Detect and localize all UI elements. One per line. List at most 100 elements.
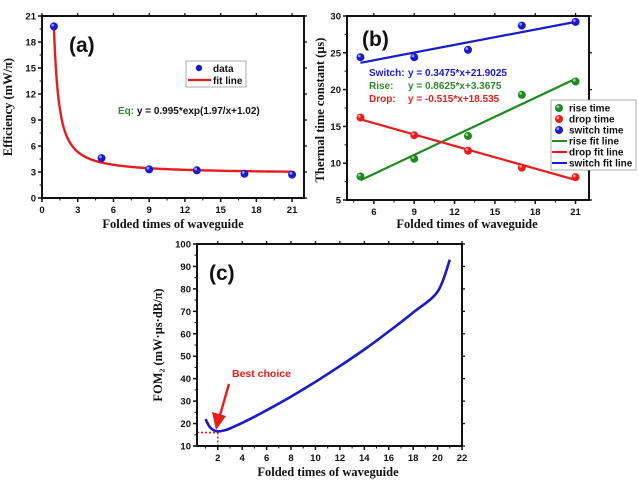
panel-b-drop-time-point	[571, 173, 580, 182]
panel-b-thermal-chart: 6 9 12 15 18 21 5 10 15 20 25 30 (b) Folded times o…	[313, 12, 637, 231]
panel-a-data-point-highlight	[241, 171, 245, 174]
panel-b-xtick-label: 6	[371, 207, 376, 218]
panel-a-equation-prefix: Eq:	[118, 106, 134, 117]
panel-b-drop-time-point-body	[571, 173, 580, 182]
panel-b-drop-time-point-body	[517, 163, 526, 172]
panel-c-xtick-label: 4	[240, 453, 246, 464]
panel-b-switch-time-point-body	[571, 17, 580, 26]
panel-b-rise-time-point	[571, 77, 580, 86]
panel-b-legend-box	[550, 99, 637, 171]
panel-b-ytick-label: 5	[336, 196, 342, 207]
panel-a-data-point-body	[145, 165, 154, 174]
panel-b-rise-time-point-highlight	[411, 156, 415, 159]
panel-a-ytick-label: 9	[31, 116, 36, 127]
panel-b-xtick-label: 15	[490, 207, 501, 218]
panel-c-xtick-label: 12	[335, 453, 346, 464]
panel-b-label: (b)	[362, 28, 389, 51]
panel-c-fom-chart: 2 4 6 8 10 12 14 16 18 20 22102030405060708090100 …	[151, 240, 467, 480]
panel-b-ytick-label: 20	[330, 85, 341, 96]
panel-b-rise-time-point-body	[410, 154, 419, 163]
panel-c-xtick-label: 22	[457, 453, 468, 464]
panel-b-switch-time-point-highlight	[465, 47, 469, 50]
panel-b-drop-time-point-body	[356, 113, 365, 122]
panel-a-data-point	[145, 165, 154, 174]
panel-a-legend-fit-label: fit line	[213, 76, 243, 87]
panel-b-drop-time-point-highlight	[572, 174, 576, 178]
panel-b-legend-marker-rise-time-body	[555, 104, 563, 112]
panel-b-legend-label-switch-time: switch time	[569, 126, 624, 137]
panel-a-legend-data-label: data	[213, 64, 234, 75]
panel-a-ytick-label: 18	[25, 38, 36, 49]
panel-b-switch-time-point	[517, 21, 526, 30]
panel-b-eq-drop-text: y = -0.515*x+18.535	[408, 94, 500, 105]
panel-a-data-point-body	[240, 169, 249, 178]
panel-b-eq-rise-label: Rise:	[369, 81, 393, 92]
panel-c-ytick-label: 90	[180, 262, 191, 273]
panel-b-switch-time-point	[464, 45, 472, 54]
panel-b-drop-time-point-highlight	[465, 147, 469, 151]
panel-b-rise-time-point-highlight	[572, 78, 576, 82]
panel-b-ytick-label: 30	[330, 12, 341, 23]
panel-b-rise-fit-line	[359, 77, 577, 182]
panel-a-data-point	[192, 166, 201, 175]
panel-b-xtick-label: 12	[449, 207, 460, 218]
panel-b-switch-time-point-body	[517, 21, 526, 30]
panel-a-ytick-label: 12	[25, 90, 36, 101]
panel-c-plot-frame	[196, 243, 463, 447]
panel-b-rise-time-point-body	[356, 172, 365, 181]
panel-c-ytick-label: 30	[180, 397, 191, 408]
panel-b-eq-switch: Switch: y = 0.3475*x+21.9025	[369, 68, 507, 79]
panel-c-ytick-label: 20	[180, 419, 191, 430]
panel-a-data-point-highlight	[98, 155, 102, 159]
panel-c-ytick-label: 70	[180, 307, 191, 318]
panel-b-rise-time-point-body	[571, 77, 580, 86]
panel-b-legend-marker-switch-time	[555, 126, 563, 134]
panel-b-rise-time-point	[410, 154, 419, 163]
panel-b-switch-time-point-body	[356, 53, 365, 62]
panel-b-legend-label-switch-fit-line: switch fit line	[569, 159, 633, 170]
panel-c-ticks: 2 4 6 8 10 12 14 16 18 20 22 10 20 30 40 50 60 70 80 90 100	[175, 240, 467, 465]
panel-b-legend-label-rise-time: rise time	[569, 104, 611, 115]
panel-c-xtick-label: 18	[408, 453, 419, 464]
panel-b-xtick-label: 9	[412, 207, 417, 218]
panel-b-ylabel: Thermal time constant (μs)	[313, 38, 327, 183]
panel-a-ytick-label: 21	[25, 12, 36, 23]
panel-c-ytick-label: 60	[180, 329, 191, 340]
panel-c-best-choice-label: Best choice	[232, 368, 291, 380]
panel-a-xtick-label: 9	[147, 205, 152, 216]
panel-b-ytick-label: 15	[330, 122, 341, 133]
panel-b-ytick-label: 25	[330, 48, 341, 59]
panel-c-fom-curve	[204, 259, 452, 433]
panel-a-data-point-body	[97, 154, 106, 163]
panel-c-marks	[197, 259, 452, 446]
panel-a-ytick-label: 3	[31, 168, 36, 179]
panel-b-eq-rise: Rise: y = 0.8625*x+3.3675	[369, 81, 502, 92]
panel-b-drop-time-point-highlight	[357, 114, 361, 118]
panel-b-xtick-label: 21	[570, 207, 581, 218]
panel-b-legend-marker-drop-time-highlight	[556, 116, 560, 120]
panel-a-label: (a)	[69, 34, 95, 57]
panel-b-drop-time-point-body	[464, 146, 472, 155]
panel-b-ticks: 6 9 12 15 18 21 5 10 15 20 25 30	[330, 12, 592, 218]
panel-c-xtick-label: 20	[432, 453, 443, 464]
panel-b-rise-time-point-body	[517, 90, 526, 99]
panel-a-xtick-label: 6	[111, 205, 116, 216]
panel-b-eq-drop-label: Drop:	[369, 94, 396, 105]
panel-c-xtick-label: 16	[383, 453, 394, 464]
panel-b-switch-time-point-highlight	[411, 54, 415, 58]
panel-b-switch-time-point-body	[464, 45, 472, 54]
panel-b-xlabel: Folded times of waveguide	[396, 217, 538, 231]
panel-b-equations: Switch: y = 0.3475*x+21.9025 Rise: y = 0.8…	[369, 68, 507, 105]
panel-b-drop-time-point	[464, 146, 472, 155]
panel-a-xtick-label: 3	[75, 205, 80, 216]
panel-b-eq-rise-text: y = 0.8625*x+3.3675	[408, 81, 502, 92]
panel-a-data-point-body	[288, 170, 297, 179]
panel-a-xlabel: Folded times of waveguide	[102, 217, 244, 231]
panel-a-ylabel: Efficiency (mW/π)	[1, 58, 15, 156]
panel-b-switch-time-point	[571, 17, 580, 26]
panel-a-equation: Eq: y = 0.995*exp(1.97/x+1.02)	[118, 106, 260, 117]
panel-a-equation-body: y = 0.995*exp(1.97/x+1.02)	[134, 106, 260, 117]
panel-a-xtick-label: 12	[180, 205, 191, 216]
